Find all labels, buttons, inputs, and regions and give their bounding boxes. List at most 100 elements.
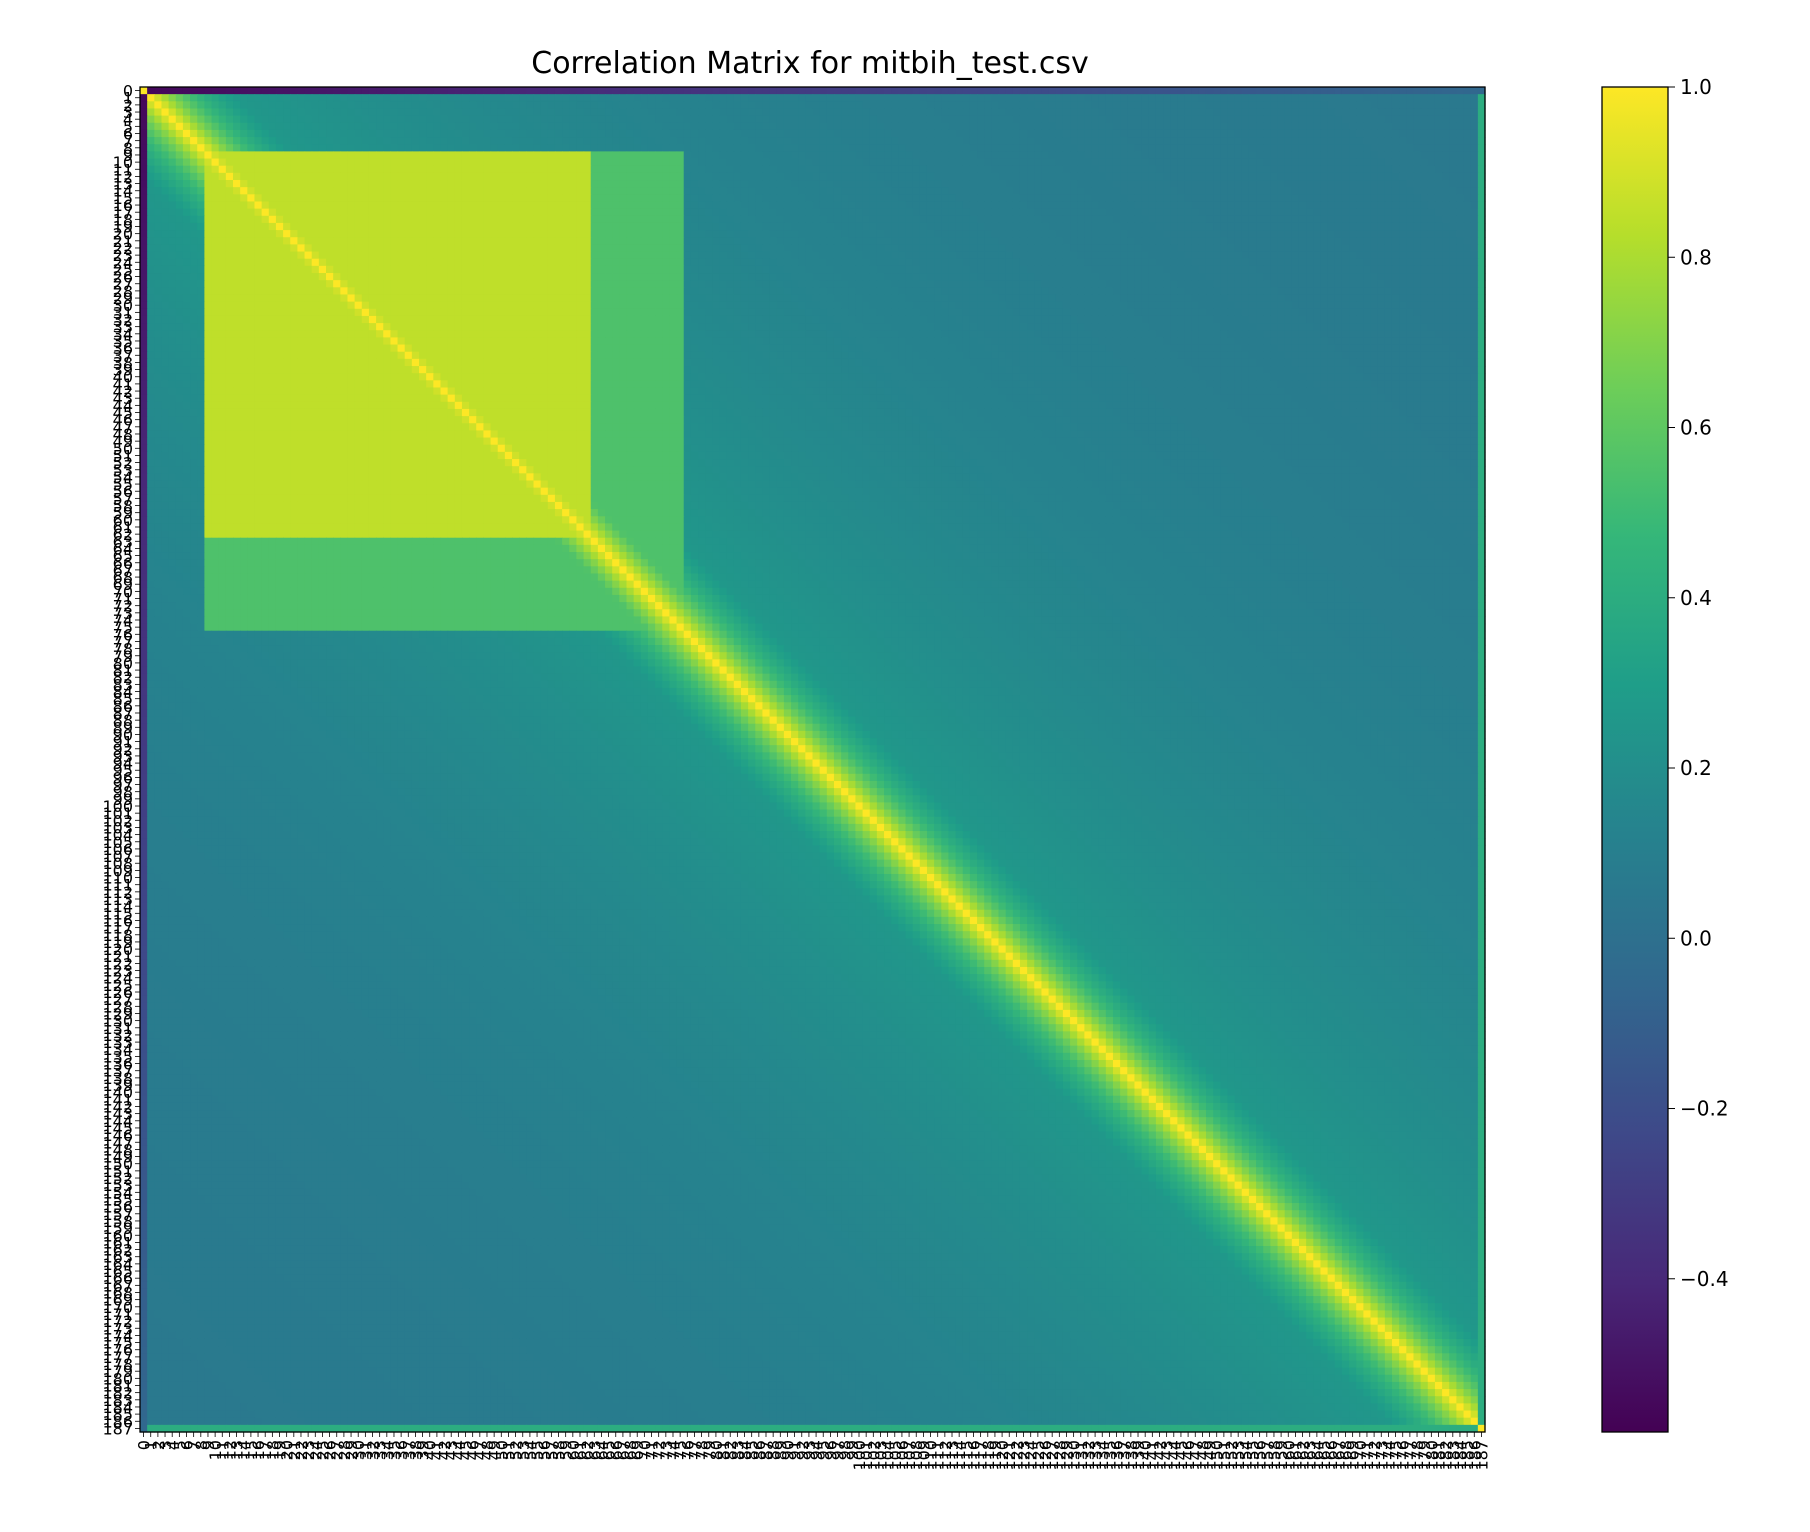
heatmap-cell [426, 252, 434, 260]
heatmap-cell [1099, 230, 1107, 238]
heatmap-cell [1213, 166, 1221, 174]
heatmap-cell [1170, 123, 1178, 131]
heatmap-cell [855, 209, 863, 217]
heatmap-cell [204, 230, 212, 238]
heatmap-cell [154, 173, 162, 181]
heatmap-cell [948, 266, 956, 274]
heatmap-cell [1027, 237, 1035, 245]
heatmap-cell [748, 252, 756, 260]
heatmap-cell [555, 266, 563, 274]
heatmap-cell [805, 230, 813, 238]
heatmap-cell [312, 216, 320, 224]
heatmap-cell [805, 273, 813, 281]
heatmap-cell [1335, 101, 1343, 109]
heatmap-cell [383, 116, 391, 124]
heatmap-cell [1049, 223, 1057, 231]
heatmap-cell [1113, 194, 1121, 202]
heatmap-cell [1371, 209, 1379, 217]
heatmap-cell [555, 159, 563, 167]
heatmap-cell [1399, 252, 1407, 260]
heatmap-cell [312, 101, 320, 109]
heatmap-cell [483, 230, 491, 238]
heatmap-cell [405, 130, 413, 138]
heatmap-cell [1464, 94, 1472, 102]
heatmap-cell [605, 116, 613, 124]
heatmap-cell [455, 216, 463, 224]
heatmap-cell [233, 151, 241, 159]
heatmap-cell [398, 252, 406, 260]
heatmap-cell [254, 180, 262, 188]
heatmap-cell [1385, 237, 1393, 245]
heatmap-cell [562, 94, 570, 102]
heatmap-cell [956, 223, 964, 231]
heatmap-cell [505, 137, 513, 145]
heatmap-cell [662, 216, 670, 224]
heatmap-cell [1092, 151, 1100, 159]
heatmap-cell [498, 94, 506, 102]
heatmap-cell [1077, 101, 1085, 109]
heatmap-cell [283, 137, 291, 145]
heatmap-cell [469, 116, 477, 124]
heatmap-cell [734, 173, 742, 181]
heatmap-cell [226, 87, 234, 95]
heatmap-cell [698, 259, 706, 267]
heatmap-cell [340, 230, 348, 238]
heatmap-cell [369, 180, 377, 188]
heatmap-cell [204, 209, 212, 217]
heatmap-cell [1106, 216, 1114, 224]
heatmap-cell [555, 223, 563, 231]
heatmap-cell [462, 194, 470, 202]
heatmap-cell [1356, 108, 1364, 116]
heatmap-cell [340, 123, 348, 131]
heatmap-cell [791, 266, 799, 274]
heatmap-cell [906, 137, 914, 145]
heatmap-cell [1142, 194, 1150, 202]
heatmap-cell [526, 201, 534, 209]
heatmap-cell [483, 252, 491, 260]
heatmap-cell [433, 259, 441, 267]
heatmap-cell [276, 94, 284, 102]
heatmap-cell [1177, 259, 1185, 267]
heatmap-cell [333, 187, 341, 195]
heatmap-cell [512, 180, 520, 188]
heatmap-cell [1034, 244, 1042, 252]
heatmap-cell [813, 201, 821, 209]
heatmap-cell [669, 244, 677, 252]
heatmap-cell [390, 116, 398, 124]
heatmap-cell [161, 266, 169, 274]
heatmap-cell [283, 144, 291, 152]
heatmap-cell [755, 130, 763, 138]
heatmap-cell [727, 259, 735, 267]
heatmap-cell [1306, 144, 1314, 152]
heatmap-cell [598, 144, 606, 152]
heatmap-cell [190, 201, 198, 209]
heatmap-cell [755, 123, 763, 131]
heatmap-cell [1363, 123, 1371, 131]
heatmap-cell [1256, 159, 1264, 167]
heatmap-cell [569, 244, 577, 252]
heatmap-cell [426, 166, 434, 174]
heatmap-cell [1421, 144, 1429, 152]
heatmap-cell [448, 209, 456, 217]
heatmap-cell [555, 259, 563, 267]
heatmap-cell [598, 252, 606, 260]
heatmap-cell [398, 209, 406, 217]
heatmap-cell [963, 173, 971, 181]
heatmap-cell [204, 259, 212, 267]
heatmap-cell [805, 237, 813, 245]
heatmap-cell [1371, 123, 1379, 131]
heatmap-cell [1013, 116, 1021, 124]
heatmap-cell [1142, 252, 1150, 260]
heatmap-cell [1335, 144, 1343, 152]
heatmap-cell [390, 159, 398, 167]
heatmap-cell [1185, 116, 1193, 124]
heatmap-cell [762, 123, 770, 131]
heatmap-cell [884, 209, 892, 217]
heatmap-cell [977, 87, 985, 95]
heatmap-cell [1084, 180, 1092, 188]
heatmap-cell [1142, 144, 1150, 152]
heatmap-cell [541, 216, 549, 224]
heatmap-cell [1206, 116, 1214, 124]
heatmap-cell [355, 166, 363, 174]
heatmap-cell [1235, 230, 1243, 238]
